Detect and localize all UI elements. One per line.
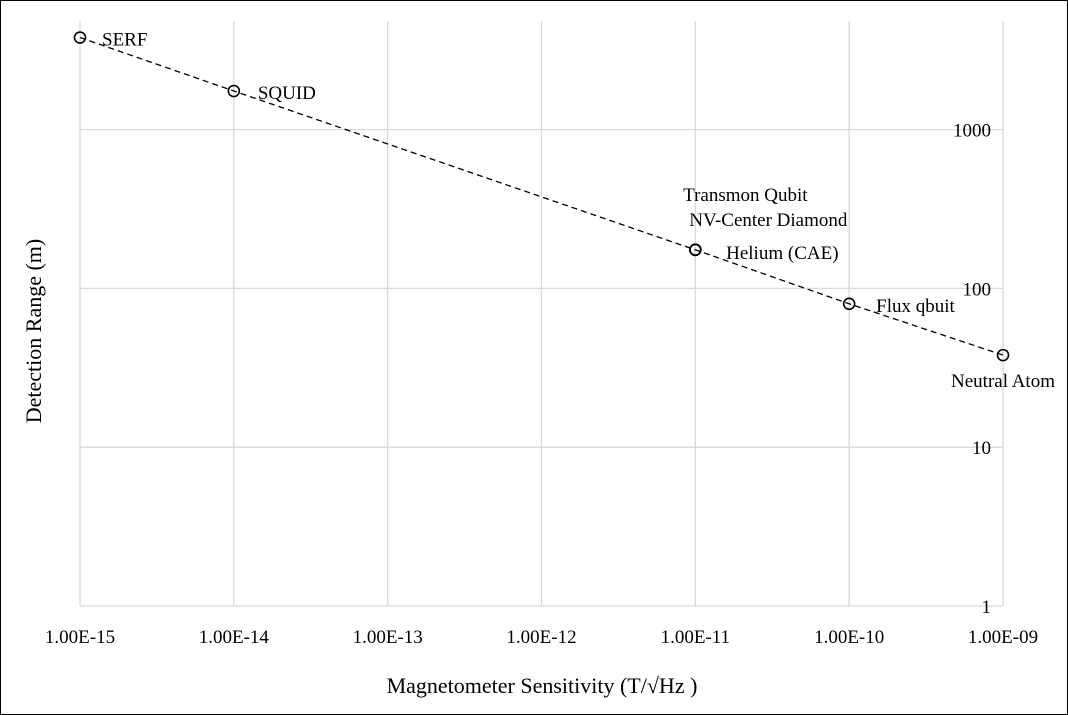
trendline-group <box>79 36 1004 356</box>
data-point-1 <box>227 84 241 98</box>
y-tick-label-3: 1000 <box>953 121 991 142</box>
point-label-4: Helium (CAE) <box>726 243 838 264</box>
point-label-2: Transmon Qubit <box>683 185 808 206</box>
data-point-6 <box>996 348 1010 362</box>
y-tick-label-2: 100 <box>963 279 992 300</box>
data-points <box>73 31 1010 362</box>
data-point-5 <box>842 297 856 311</box>
point-label-0: SERF <box>102 30 147 51</box>
point-label-1: SQUID <box>258 83 316 104</box>
y-axis-title: Detection Range (m) <box>21 239 46 424</box>
y-tick-label-0: 1 <box>982 597 992 618</box>
data-point-0 <box>73 31 87 44</box>
x-tick-label-6: 1.00E-09 <box>968 627 1038 648</box>
point-label-5: Flux qbuit <box>876 296 955 317</box>
y-tick-label-1: 10 <box>972 438 991 459</box>
point-label-3: NV-Center Diamond <box>689 210 848 231</box>
x-tick-label-3: 1.00E-12 <box>506 627 576 648</box>
x-axis-title: Magnetometer Sensitivity (T/√Hz ) <box>387 673 698 698</box>
x-tick-label-1: 1.00E-14 <box>199 627 270 648</box>
grid-lines <box>79 21 1004 607</box>
x-tick-label-0: 1.00E-15 <box>45 627 115 648</box>
point-label-6: Neutral Atom <box>951 371 1055 392</box>
x-tick-label-4: 1.00E-11 <box>661 627 730 648</box>
trendline <box>79 36 1004 356</box>
point-labels: SERF SQUID Transmon Qubit NV-Center Diamond… <box>102 30 1055 393</box>
data-point-4 <box>689 243 702 257</box>
x-tick-label-2: 1.00E-13 <box>353 627 423 648</box>
tick-labels: 1.00E-15 1.00E-14 1.00E-13 1.00E-12 1.00E-11… <box>45 121 1038 648</box>
x-tick-label-5: 1.00E-10 <box>814 627 884 648</box>
